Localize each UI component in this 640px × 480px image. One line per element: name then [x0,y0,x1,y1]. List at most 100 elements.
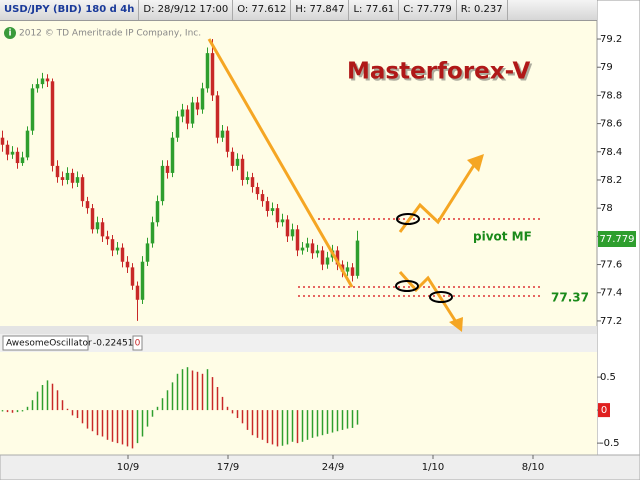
candle-body [230,151,235,166]
y-tick-label: 0 [601,405,607,416]
candle-body [115,247,120,251]
candle-body [95,222,100,230]
x-tick-label: 1/10 [422,462,444,473]
marker-ellipse [429,291,453,303]
y-tick-label: 0.5 [600,372,616,383]
candle-body [275,208,280,223]
y-tick-label: 79.2 [600,34,622,45]
candle-body [0,137,5,145]
chart-title: Masterforex-V [347,59,530,85]
header-range: R: 0.237 [457,0,508,20]
candle-body [260,194,265,202]
candle-body [120,247,125,262]
candle-body [105,236,110,240]
splitter [0,326,597,334]
candle-body [355,240,360,276]
projection-up [398,161,478,233]
last-price-box [598,231,636,247]
candle-body [165,165,170,173]
candle-body [335,250,340,265]
arrowhead [449,317,463,332]
symbol[interactable]: USD/JPY (BID) 180 d 4h [0,0,140,20]
candle-body [310,243,315,254]
candle-body [15,151,20,164]
candle-body [50,81,55,166]
header-high: H: 77.847 [291,0,350,20]
candle-body [70,172,75,183]
candle-body [250,177,255,188]
marker-ellipse [396,213,420,225]
candle-body [130,267,135,286]
candle-body [315,250,320,254]
osc-name-box[interactable] [2,335,89,351]
annotation: 77.37 [551,291,589,305]
candle-body [25,130,30,158]
candle-body [325,257,330,265]
y-tick-label: 78 [600,203,613,214]
candle-body [160,165,165,202]
copyright: 2012 © TD Ameritrade IP Company, Inc. [19,29,201,39]
info-icon-text: i [8,29,11,39]
candle-body [240,158,245,180]
candle-body [40,78,45,85]
candle-body [80,177,85,202]
y-tick-label: 78.2 [600,175,622,186]
candle-body [215,95,220,138]
header-bar: USD/JPY (BID) 180 d 4h D: 28/9/12 17:00 … [0,0,597,21]
candle-body [110,239,115,251]
last-price-label: 77.779 [600,234,635,245]
info-icon[interactable] [4,27,16,39]
y-tick-label: 78.8 [600,90,622,101]
candle-body [255,187,260,195]
candle-body [30,88,35,131]
candle-body [245,177,250,180]
candle-body [350,267,355,276]
candle-body [305,243,310,248]
candle-body [225,130,230,152]
candle-body [300,247,305,251]
x-tick-label: 17/9 [217,462,239,473]
candle-body [280,219,285,223]
osc-flag-box [132,335,143,351]
candle-body [265,201,270,211]
y-tick-label: 77.6 [600,260,622,271]
osc-name: AwesomeOscillator [6,339,92,349]
candle-body [235,158,240,166]
header-close: C: 77.779 [399,0,457,20]
candle-body [200,88,205,110]
candle-body [55,165,60,178]
candle-body [285,219,290,237]
y-tick-label: 79 [600,62,613,73]
candle-body [125,261,130,268]
candle-body [210,53,215,96]
candle-body [295,229,300,251]
candle-body [270,208,275,211]
arrowhead [467,154,484,172]
candle-body [45,78,50,82]
candle-body [60,177,65,180]
candle-body [65,172,70,180]
marker-ellipse [395,280,419,292]
candle-body [345,267,350,272]
y-tick-label: 78.6 [600,119,622,130]
annotation: pivot MF [473,230,532,244]
y-tick-label: 77.4 [600,288,622,299]
candle-body [320,250,325,265]
y-tick-label: -0.5 [600,438,620,449]
date-strip [0,454,640,480]
header-open: O: 77.612 [233,0,292,20]
candle-body [75,177,80,183]
candle-body [35,84,40,89]
osc-plot-bg [0,352,597,455]
candle-body [175,116,180,138]
candle-body [145,243,150,262]
candle-body [10,151,15,155]
candle-body [190,102,195,124]
osc-value: -0.22451 [93,339,133,349]
zero-box [598,403,610,418]
osc-header-bg [0,334,597,352]
candle-body [150,222,155,244]
title-shadow: Masterforex-V [349,61,532,87]
header-low: L: 77.61 [349,0,400,20]
